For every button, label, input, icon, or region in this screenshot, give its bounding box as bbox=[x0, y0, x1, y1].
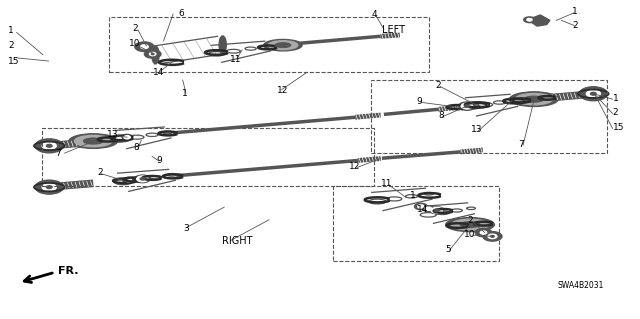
Text: 9: 9 bbox=[156, 156, 162, 165]
Text: 8: 8 bbox=[438, 111, 444, 120]
Circle shape bbox=[524, 17, 535, 23]
Text: 8: 8 bbox=[133, 143, 139, 152]
Text: 10: 10 bbox=[129, 39, 141, 48]
Ellipse shape bbox=[268, 41, 298, 49]
Circle shape bbox=[145, 50, 161, 58]
Circle shape bbox=[42, 184, 56, 191]
Ellipse shape bbox=[524, 96, 543, 102]
Ellipse shape bbox=[460, 222, 480, 227]
Bar bbox=[333, 187, 499, 261]
Text: 2: 2 bbox=[8, 41, 14, 50]
Circle shape bbox=[491, 235, 494, 237]
Text: 2: 2 bbox=[612, 108, 618, 117]
Circle shape bbox=[116, 137, 122, 140]
Circle shape bbox=[475, 228, 492, 237]
Circle shape bbox=[42, 142, 56, 149]
Text: 1: 1 bbox=[572, 7, 578, 16]
Circle shape bbox=[135, 42, 154, 51]
Ellipse shape bbox=[69, 134, 118, 148]
Text: 11: 11 bbox=[230, 55, 241, 64]
Text: 7: 7 bbox=[55, 149, 61, 158]
Circle shape bbox=[426, 207, 432, 210]
Text: 4: 4 bbox=[371, 11, 377, 19]
Text: 14: 14 bbox=[417, 205, 428, 214]
Circle shape bbox=[435, 209, 439, 211]
Circle shape bbox=[415, 203, 428, 210]
Circle shape bbox=[35, 180, 63, 194]
Circle shape bbox=[527, 19, 532, 21]
Text: SWA4B2031: SWA4B2031 bbox=[557, 281, 604, 290]
Circle shape bbox=[140, 178, 145, 180]
Circle shape bbox=[122, 134, 133, 140]
Ellipse shape bbox=[152, 46, 159, 64]
Text: 9: 9 bbox=[416, 97, 422, 106]
Circle shape bbox=[430, 207, 444, 214]
Text: 15: 15 bbox=[8, 56, 20, 65]
Circle shape bbox=[125, 179, 132, 182]
Text: 15: 15 bbox=[612, 123, 624, 132]
Text: 1: 1 bbox=[410, 190, 415, 200]
Text: 2: 2 bbox=[572, 21, 578, 30]
Circle shape bbox=[135, 175, 150, 183]
Circle shape bbox=[459, 102, 475, 110]
Text: 5: 5 bbox=[445, 245, 451, 254]
Ellipse shape bbox=[264, 40, 302, 51]
Text: 12: 12 bbox=[349, 162, 361, 171]
Circle shape bbox=[113, 136, 125, 142]
Text: 2: 2 bbox=[132, 24, 138, 33]
Circle shape bbox=[586, 90, 600, 97]
Circle shape bbox=[461, 103, 472, 109]
Bar bbox=[109, 17, 429, 72]
Text: 2: 2 bbox=[97, 168, 102, 177]
Ellipse shape bbox=[451, 219, 489, 230]
Circle shape bbox=[124, 136, 131, 139]
Polygon shape bbox=[527, 15, 550, 26]
Text: 6: 6 bbox=[179, 9, 184, 18]
Circle shape bbox=[423, 206, 435, 211]
Text: 2: 2 bbox=[435, 81, 441, 90]
Text: 3: 3 bbox=[183, 224, 189, 233]
Circle shape bbox=[480, 231, 486, 234]
Circle shape bbox=[123, 177, 134, 183]
Circle shape bbox=[579, 87, 607, 101]
Bar bbox=[371, 80, 607, 153]
Text: RIGHT: RIGHT bbox=[221, 236, 252, 246]
Text: 7: 7 bbox=[518, 140, 524, 149]
Text: 1: 1 bbox=[8, 26, 14, 35]
Circle shape bbox=[137, 176, 148, 182]
Circle shape bbox=[591, 93, 596, 95]
Ellipse shape bbox=[84, 138, 103, 144]
Circle shape bbox=[47, 145, 52, 147]
Text: 1: 1 bbox=[612, 94, 618, 103]
Text: 11: 11 bbox=[381, 180, 393, 189]
Ellipse shape bbox=[74, 136, 112, 147]
Circle shape bbox=[465, 105, 469, 107]
Text: 2: 2 bbox=[467, 216, 473, 225]
Circle shape bbox=[418, 205, 424, 208]
Circle shape bbox=[141, 45, 148, 49]
Circle shape bbox=[35, 139, 63, 153]
Text: 14: 14 bbox=[154, 68, 164, 77]
Text: 10: 10 bbox=[465, 230, 476, 239]
Circle shape bbox=[150, 52, 156, 56]
Circle shape bbox=[47, 186, 52, 189]
Text: LEFT: LEFT bbox=[382, 25, 405, 35]
Text: 13: 13 bbox=[470, 125, 482, 135]
Text: 12: 12 bbox=[277, 86, 289, 95]
Ellipse shape bbox=[509, 92, 558, 107]
Ellipse shape bbox=[446, 218, 494, 232]
Circle shape bbox=[483, 232, 502, 241]
Ellipse shape bbox=[275, 43, 291, 48]
Text: FR.: FR. bbox=[58, 266, 79, 276]
Ellipse shape bbox=[219, 36, 227, 54]
Circle shape bbox=[431, 207, 443, 213]
Bar bbox=[42, 128, 374, 187]
Text: 1: 1 bbox=[182, 89, 188, 98]
Circle shape bbox=[152, 53, 154, 55]
Text: 13: 13 bbox=[107, 130, 118, 139]
Circle shape bbox=[488, 234, 497, 239]
Ellipse shape bbox=[515, 93, 553, 105]
